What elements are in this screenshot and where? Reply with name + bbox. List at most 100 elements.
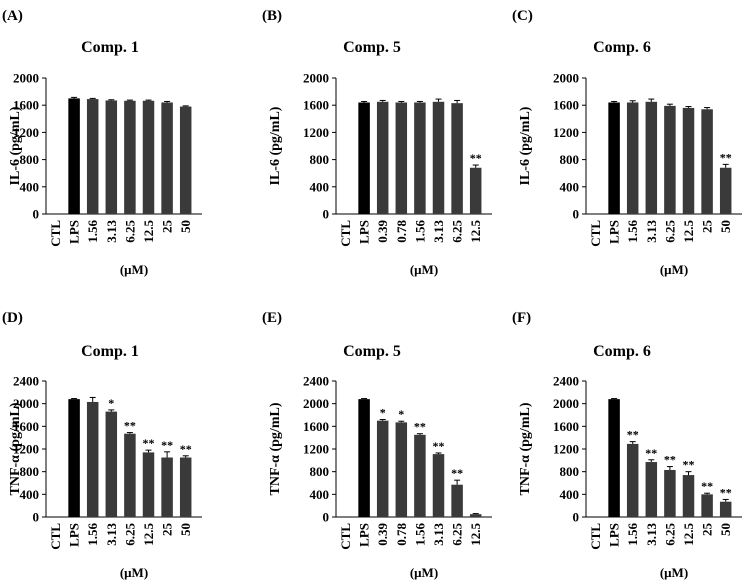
bar-25: [701, 109, 713, 214]
y-tick-label: 0: [33, 510, 40, 525]
y-tick-label: 0: [573, 207, 580, 222]
x-tick-label: CTL: [338, 220, 353, 247]
x-axis-label: (μM): [120, 262, 148, 277]
bar-12.5: [142, 452, 155, 517]
x-axis-label: (μM): [120, 565, 148, 580]
significance-marker: **: [433, 439, 445, 453]
bar-CTL: [589, 213, 602, 215]
bar-3.13: [105, 100, 118, 214]
chart-title: Comp. 1: [81, 343, 139, 360]
panel-label: (D): [2, 310, 23, 326]
bar-3.13: [432, 101, 445, 214]
bar-12.5: [682, 107, 695, 214]
y-axis-label: TNF-α (pg/mL): [268, 402, 283, 495]
x-tick-label: 1.56: [412, 220, 427, 243]
bar-12.5: [469, 514, 482, 517]
x-tick-label: CTL: [588, 220, 603, 247]
x-tick-label: LPS: [357, 523, 372, 547]
significance-marker: **: [451, 466, 463, 480]
x-tick-label: 25: [700, 220, 715, 234]
x-tick-label: 25: [700, 523, 715, 537]
bar-CTL: [49, 213, 62, 215]
bar-3.13: [432, 454, 445, 517]
bar-CTL: [589, 516, 602, 518]
bar-1.56: [86, 401, 99, 517]
significance-marker: **: [645, 446, 657, 460]
significance-marker: **: [720, 150, 732, 164]
x-tick-label: 1.56: [412, 523, 427, 546]
bar-3.13: [645, 101, 658, 214]
y-tick-label: 1200: [553, 125, 579, 140]
x-tick-label: LPS: [67, 523, 82, 547]
chart-panel-2: (B) Comp. 5 IL-6 (pg/mL) 0 400 800 1200 1600 200…: [262, 8, 492, 277]
bar-3.13: [645, 462, 658, 517]
x-tick-label: LPS: [607, 220, 622, 244]
y-tick-label: 400: [560, 487, 580, 502]
bar-0.39: [376, 420, 389, 517]
x-tick-label: 0.78: [394, 220, 409, 243]
significance-marker: **: [664, 453, 676, 467]
x-tick-label: 1.56: [625, 220, 640, 243]
bar-1.56: [86, 99, 99, 214]
y-axis-label: IL-6 (pg/mL): [8, 106, 23, 185]
y-tick-label: 400: [560, 179, 580, 194]
x-axis-label: (μM): [660, 262, 688, 277]
y-tick-label: 2000: [553, 71, 579, 86]
x-tick-label: 12.5: [141, 220, 156, 243]
y-tick-label: 1200: [303, 442, 329, 457]
bar-LPS: [608, 399, 620, 517]
bar-LPS: [358, 102, 370, 214]
bar-50: [179, 106, 192, 214]
bar-LPS: [608, 102, 620, 214]
y-tick-label: 400: [20, 487, 40, 502]
significance-marker: **: [683, 458, 695, 472]
bar-0.39: [376, 101, 389, 214]
chart-panel-3: (C) Comp. 6 IL-6 (pg/mL) 0 400 800 1200 1600 200…: [512, 8, 742, 277]
significance-marker: **: [143, 436, 155, 450]
chart-panel-5: (E) Comp. 5 TNF-α (pg/mL) 0 400 800 1200 1600 20…: [262, 310, 492, 580]
y-tick-label: 2400: [13, 374, 39, 389]
bar-25: [161, 457, 173, 517]
bar-CTL: [339, 516, 352, 518]
x-tick-label: 6.25: [662, 523, 677, 546]
x-tick-label: 6.25: [450, 523, 465, 546]
significance-marker: **: [161, 438, 173, 452]
x-tick-label: 12.5: [468, 220, 483, 243]
y-tick-label: 800: [310, 464, 330, 479]
y-tick-label: 1200: [553, 442, 579, 457]
x-tick-label: CTL: [48, 523, 63, 550]
x-tick-label: 3.13: [104, 220, 119, 243]
x-tick-label: 12.5: [468, 523, 483, 546]
x-tick-label: 12.5: [141, 523, 156, 546]
x-tick-label: CTL: [588, 523, 603, 550]
chart-panel-4: (D) Comp. 1 TNF-α (pg/mL) 0 400 800 1200 1600 20…: [2, 310, 202, 580]
bar-6.25: [451, 103, 463, 214]
significance-marker: **: [414, 420, 426, 434]
bar-6.25: [451, 484, 463, 517]
x-tick-label: 12.5: [681, 523, 696, 546]
y-tick-label: 1600: [13, 419, 39, 434]
y-tick-label: 0: [33, 207, 40, 222]
y-axis-label: TNF-α (pg/mL): [518, 402, 533, 495]
x-tick-label: 3.13: [104, 523, 119, 546]
x-axis-label: (μM): [660, 565, 688, 580]
x-axis-label: (μM): [410, 262, 438, 277]
x-tick-label: 50: [718, 220, 733, 233]
x-tick-label: 1.56: [85, 220, 100, 243]
y-axis-label: IL-6 (pg/mL): [518, 106, 533, 185]
significance-marker: **: [124, 419, 136, 433]
y-tick-label: 1200: [13, 125, 39, 140]
bar-LPS: [68, 399, 80, 517]
bar-50: [719, 167, 732, 214]
panel-label: (E): [262, 310, 282, 326]
significance-marker: *: [380, 406, 386, 420]
y-tick-label: 800: [20, 152, 40, 167]
y-tick-label: 2400: [303, 374, 329, 389]
bar-1.56: [626, 443, 639, 517]
panel-label: (F): [512, 310, 531, 326]
significance-marker: *: [398, 407, 404, 421]
x-tick-label: 0.39: [375, 523, 390, 546]
y-tick-label: 800: [20, 464, 40, 479]
y-tick-label: 1600: [553, 98, 579, 113]
x-tick-label: CTL: [338, 523, 353, 550]
